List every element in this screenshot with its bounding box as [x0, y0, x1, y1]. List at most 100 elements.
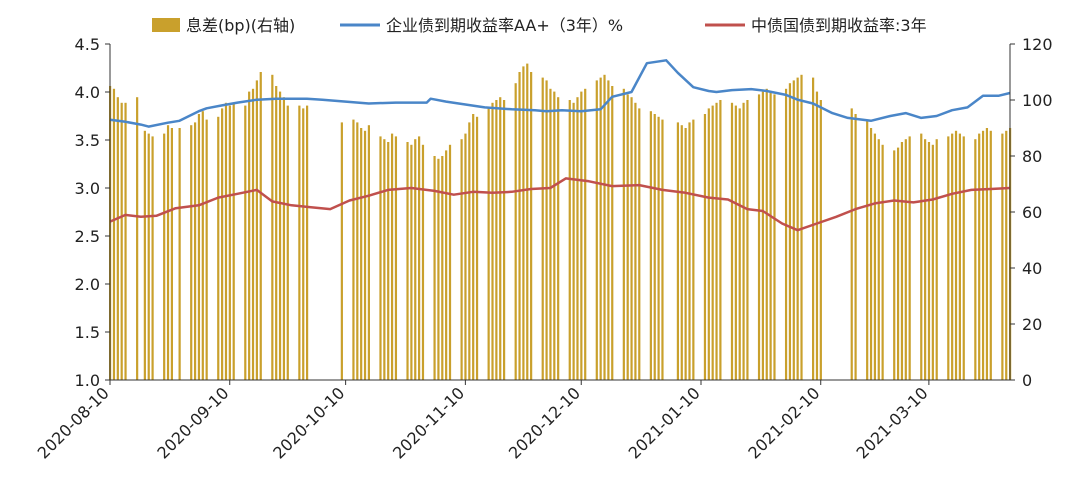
spread-bar [661, 119, 664, 380]
spread-bar [951, 133, 954, 380]
right-tick-label: 100 [1022, 91, 1053, 110]
spread-bar [410, 144, 413, 380]
spread-bar [866, 119, 869, 380]
spread-bar [676, 122, 680, 381]
spread-bar [224, 102, 228, 381]
spread-bar [684, 128, 687, 380]
spread-bar [147, 133, 150, 380]
spread-bar [935, 139, 938, 380]
spread-bar [367, 125, 370, 380]
spread-bar [603, 74, 606, 381]
spread-bar [792, 80, 795, 381]
right-tick-label: 20 [1022, 315, 1042, 334]
spread-bar [761, 91, 764, 380]
spread-bar [475, 116, 479, 381]
left-tick-label: 2.0 [75, 275, 100, 294]
spread-bar [742, 102, 745, 381]
spread-bar [978, 133, 981, 380]
spread-bar [190, 125, 193, 380]
spread-bar [622, 88, 625, 381]
spread-bar [989, 130, 992, 380]
spread-bar [445, 150, 448, 380]
spread-bar [900, 142, 904, 380]
spread-bar [464, 133, 467, 380]
spread-bar [1005, 130, 1008, 380]
x-tick-label: 2020-10-10 [269, 383, 348, 462]
spread-bar [931, 144, 934, 380]
left-tick-label: 1.0 [75, 371, 100, 390]
spread-bar [363, 130, 367, 380]
spread-bar [630, 97, 633, 380]
spread-bar [904, 139, 907, 380]
spread-bar [634, 102, 637, 381]
left-tick-label: 4.0 [75, 83, 100, 102]
x-tick-label: 2020-08-10 [34, 383, 113, 462]
spread-bar [711, 105, 714, 380]
spread-bar [514, 83, 517, 380]
x-tick-label: 2021-03-10 [853, 383, 932, 462]
spread-bar [688, 122, 691, 381]
spread-bar [611, 86, 614, 380]
spread-bar [502, 100, 506, 380]
spread-bar [406, 142, 409, 380]
spread-bar [657, 116, 660, 381]
spread-bar [251, 88, 255, 381]
spread-bar [143, 130, 146, 380]
x-tick-label: 2020-09-10 [153, 383, 232, 462]
spread-bar [120, 102, 123, 381]
left-tick-label: 4.5 [75, 35, 100, 54]
spread-bar [468, 122, 471, 381]
spread-bar [680, 125, 683, 380]
spread-bar [730, 102, 734, 381]
spread-bar [305, 105, 309, 380]
spread-bar [958, 133, 961, 380]
corporate-bond-yield-line [109, 59, 1011, 128]
treasury-yield-line [109, 177, 1011, 232]
spread-bar [193, 122, 197, 381]
spread-bar [151, 136, 154, 380]
spread-bar [448, 144, 452, 380]
spread-bar [812, 77, 815, 380]
right-tick-label: 60 [1022, 203, 1042, 222]
spread-bar [201, 111, 204, 380]
spread-bar [460, 139, 463, 380]
spread-bar [275, 86, 278, 380]
spread-bar [112, 88, 116, 381]
left-tick-label: 1.5 [75, 323, 100, 342]
spread-bar [584, 88, 587, 381]
spread-bar [576, 97, 579, 380]
spread-bar [414, 139, 417, 380]
spread-bar [854, 114, 857, 380]
spread-bar [390, 133, 394, 380]
spread-bar [352, 119, 355, 380]
spread-bar [599, 77, 602, 380]
spread-bar [163, 133, 166, 380]
spread-bar [116, 97, 119, 380]
spread-bar [1001, 133, 1004, 380]
spread-bar [541, 77, 544, 380]
spread-bar [850, 108, 853, 381]
spread-bar [472, 114, 475, 380]
right-tick-label: 0 [1022, 371, 1032, 390]
spread-bar [985, 128, 989, 380]
spread-bar [356, 122, 359, 381]
spread-bar [441, 156, 444, 380]
spread-bar [197, 114, 201, 380]
spread-bar [746, 100, 749, 380]
x-tick-label: 2020-11-10 [389, 383, 468, 462]
spread-bar [784, 88, 788, 381]
legend: 息差(bp)(右轴) 企业债到期收益率AA+（3年）% 中债国债到期收益率:3年 [152, 16, 927, 35]
spread-bar [278, 91, 282, 380]
spread-bar [421, 144, 425, 380]
legend-label: 息差(bp)(右轴) [186, 16, 295, 35]
spread-bar [166, 125, 170, 380]
spread-bar [715, 102, 718, 381]
yield-lines [109, 59, 1011, 232]
spread-bar [418, 136, 421, 380]
right-tick-label: 120 [1022, 35, 1053, 54]
left-tick-label: 2.5 [75, 227, 100, 246]
spread-bar [136, 97, 139, 380]
spread-bar [869, 128, 873, 380]
spread-bar [271, 74, 274, 381]
